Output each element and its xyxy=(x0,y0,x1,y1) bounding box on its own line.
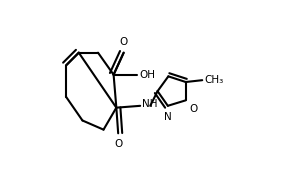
Text: CH₃: CH₃ xyxy=(204,75,223,85)
Text: O: O xyxy=(120,37,128,47)
Text: N: N xyxy=(164,112,172,122)
Text: O: O xyxy=(114,139,122,149)
Text: NH: NH xyxy=(142,99,158,109)
Text: O: O xyxy=(189,104,198,114)
Text: OH: OH xyxy=(139,70,155,80)
